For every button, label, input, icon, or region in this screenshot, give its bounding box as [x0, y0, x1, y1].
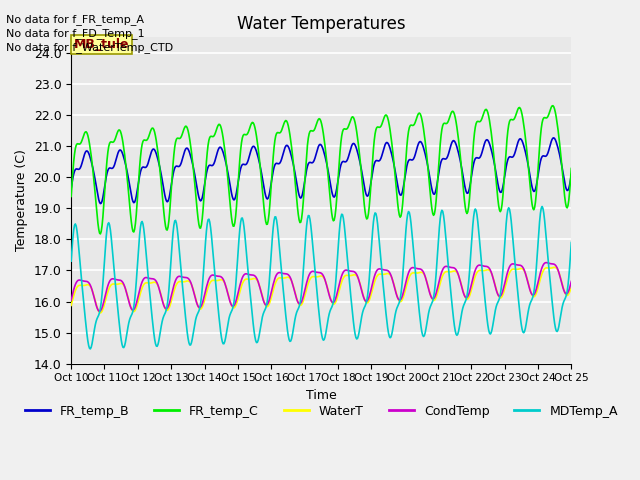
Text: No data for f_FR_temp_A: No data for f_FR_temp_A	[6, 13, 145, 24]
Legend: FR_temp_B, FR_temp_C, WaterT, CondTemp, MDTemp_A: FR_temp_B, FR_temp_C, WaterT, CondTemp, …	[20, 400, 623, 423]
X-axis label: Time: Time	[306, 389, 337, 402]
Text: No data for f_FD_Temp_1: No data for f_FD_Temp_1	[6, 28, 145, 39]
Title: Water Temperatures: Water Temperatures	[237, 15, 406, 33]
Text: No data for f_WaterTemp_CTD: No data for f_WaterTemp_CTD	[6, 42, 173, 53]
Text: MB_tule: MB_tule	[74, 38, 129, 51]
Y-axis label: Temperature (C): Temperature (C)	[15, 150, 28, 252]
